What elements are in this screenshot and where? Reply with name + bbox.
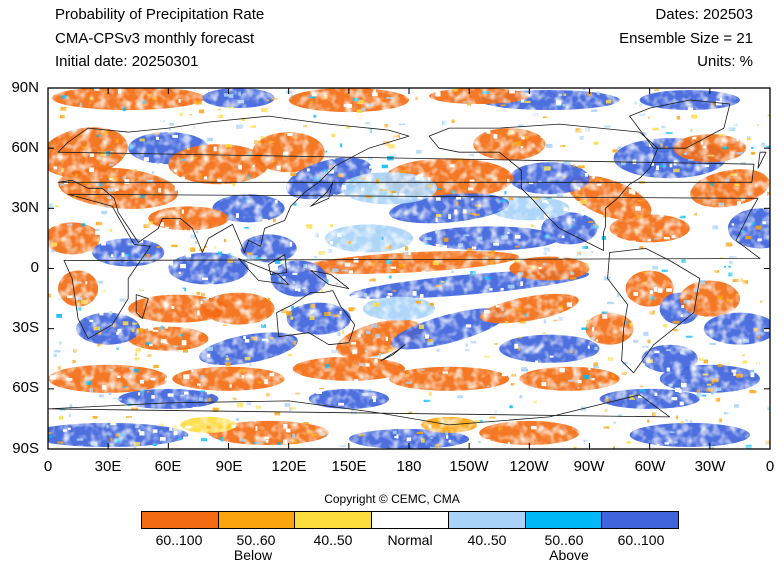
colorbar-label-below-50-60: 50..60 xyxy=(236,532,276,548)
lat-tick-90n: 90N xyxy=(11,79,39,96)
coastline xyxy=(380,344,406,362)
lat-tick-90s: 90S xyxy=(12,440,39,457)
colorbar-swatch-below-40-50 xyxy=(295,512,373,528)
lon-tick-30e: 30E xyxy=(94,458,122,475)
lon-tick-120w: 120W xyxy=(509,458,549,475)
lon-tick-150w: 150W xyxy=(449,458,489,475)
lon-tick-0: 0 xyxy=(43,458,53,475)
coastline xyxy=(63,193,761,340)
lon-tick-90w: 90W xyxy=(573,458,605,475)
probability-field xyxy=(48,88,770,449)
colorbar-swatch-below-50-60 xyxy=(218,512,296,528)
coastline xyxy=(48,394,671,426)
lon-tick-180: 180 xyxy=(396,458,422,475)
lat-tick-30s: 30S xyxy=(12,319,39,336)
lon-tick-90e: 90E xyxy=(215,458,243,475)
ensemble-size: Ensemble Size = 21 xyxy=(619,30,753,47)
dates-label: Dates: 202503 xyxy=(655,6,753,23)
coastline xyxy=(757,151,767,169)
lon-tick-30w: 30W xyxy=(694,458,726,475)
model-label: CMA-CPSv3 monthly forecast xyxy=(55,30,255,47)
lat-tick-30n: 30N xyxy=(11,199,39,216)
map-title: Probability of Precipitation Rate xyxy=(55,6,265,23)
coastline xyxy=(276,290,356,346)
initial-date: Initial date: 20250301 xyxy=(55,53,199,70)
coastline xyxy=(607,247,701,374)
colorbar-swatch-normal xyxy=(372,512,449,528)
coastline xyxy=(310,270,350,290)
colorbar-swatch-above-40-50 xyxy=(448,512,526,528)
lat-tick-60n: 60N xyxy=(11,139,39,156)
lon-tick-150e: 150E xyxy=(331,458,367,475)
coastline xyxy=(268,254,288,275)
coastline xyxy=(310,181,334,207)
colorbar-label-above-50-60: 50..60 xyxy=(544,532,584,548)
coastline xyxy=(629,99,731,149)
colorbar-label-above-40-50: 40..50 xyxy=(467,532,507,548)
units-label: Units: % xyxy=(697,53,753,70)
lon-tick-60e: 60E xyxy=(154,458,182,475)
copyright-notice: Copyright © CEMC, CMA xyxy=(324,492,460,506)
colorbar-swatch-above-50-60 xyxy=(525,512,603,528)
lon-tick-0-end: 0 xyxy=(765,458,775,475)
colorbar-label-below-60-100: 60..100 xyxy=(155,532,203,548)
colorbar-label-below-40-50: 40..50 xyxy=(313,532,353,548)
coastline xyxy=(135,294,149,320)
axis-ticks xyxy=(47,87,771,450)
lon-tick-60w: 60W xyxy=(634,458,666,475)
lat-tick-eq: 0 xyxy=(30,259,39,276)
coastline xyxy=(428,123,659,251)
coastline xyxy=(238,258,290,285)
lon-tick-120e: 120E xyxy=(271,458,307,475)
colorbar-label-normal: Normal xyxy=(387,532,433,548)
colorbar-group-above: Above xyxy=(549,547,589,563)
colorbar-swatch-below-60-100 xyxy=(142,512,219,528)
colorbar-group-below: Below xyxy=(233,547,273,563)
coastlines xyxy=(48,99,767,426)
colorbar-label-above-60-100: 60..100 xyxy=(617,532,665,548)
colorbar xyxy=(141,511,679,529)
coastline xyxy=(57,115,755,253)
lat-tick-60s: 60S xyxy=(12,379,39,396)
colorbar-swatch-above-60-100 xyxy=(602,512,679,528)
